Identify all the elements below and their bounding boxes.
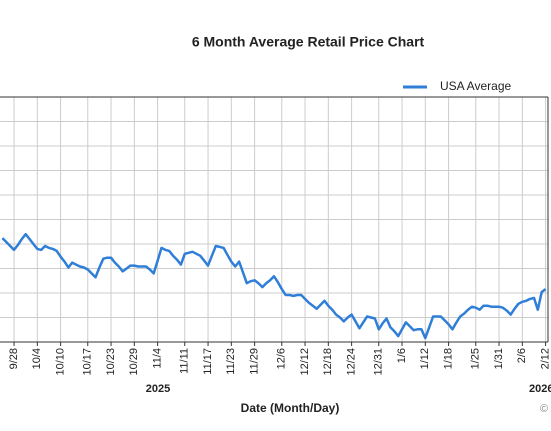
x-tick-label: 11/29 (249, 348, 261, 375)
x-tick-label: 11/4 (152, 348, 164, 369)
x-tick-label: 1/25 (470, 348, 482, 369)
x-axis-title: Date (Month/Day) (241, 401, 340, 415)
x-tick-label: 10/10 (55, 348, 67, 376)
data-line (1, 232, 547, 340)
x-tick-label: 2/12 (540, 348, 551, 369)
x-tick-label: 12/31 (373, 348, 385, 376)
x-tick-label: 1/18 (443, 348, 455, 369)
year-label: 2025 (146, 383, 170, 395)
x-tick-label: 1/6 (396, 348, 408, 363)
x-tick-label: 1/31 (493, 348, 505, 369)
x-tick-label: 10/23 (105, 348, 117, 376)
x-tick-label: 1/12 (419, 348, 431, 369)
chart-title: 6 Month Average Retail Price Chart (192, 34, 425, 50)
x-tick-label: 9/28 (8, 348, 20, 369)
x-tick-label: 10/4 (31, 348, 43, 369)
x-tick-label: 11/17 (202, 348, 214, 375)
copyright: © (540, 403, 548, 415)
legend-label: USA Average (440, 79, 511, 93)
x-tick-label: 11/11 (179, 348, 191, 374)
x-tick-label: 2/6 (516, 348, 528, 363)
x-tick-label: 12/6 (276, 348, 288, 369)
x-tick-label: 11/23 (225, 348, 237, 375)
x-tick-label: 10/29 (128, 348, 140, 376)
x-tick-label: 12/18 (322, 348, 334, 376)
year-label: 2026 (529, 383, 551, 395)
x-tick-label: 12/12 (299, 348, 311, 376)
x-tick-label: 12/24 (346, 348, 358, 376)
x-tick-label: 10/17 (82, 348, 94, 376)
